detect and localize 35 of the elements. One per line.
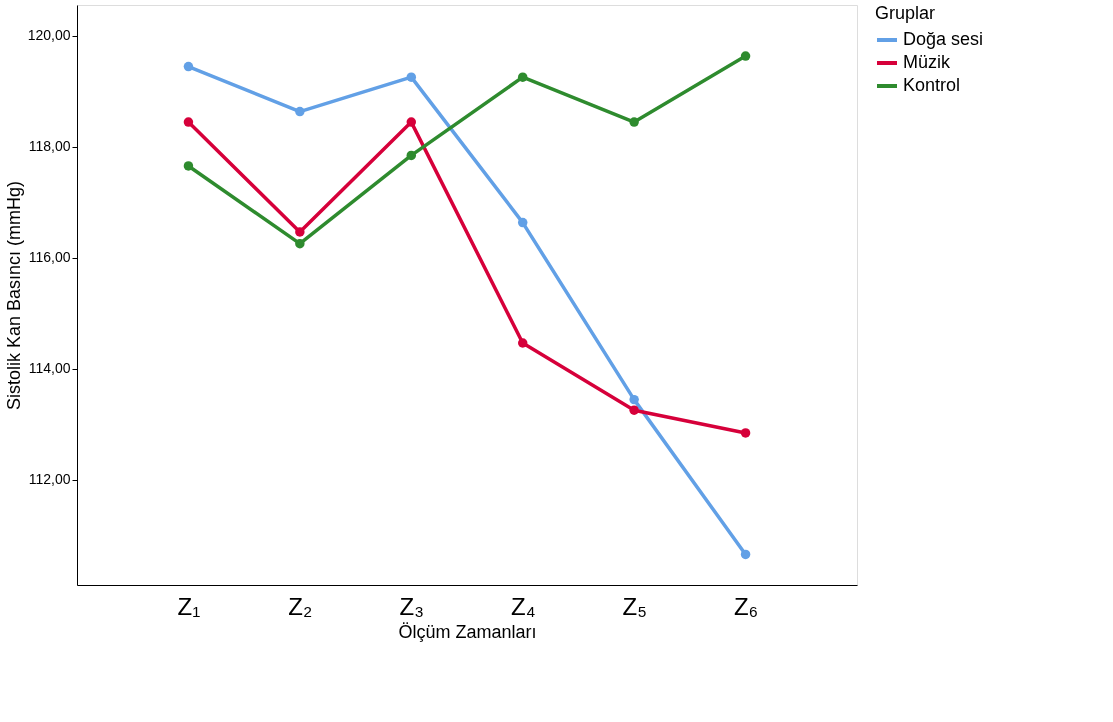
legend-label: Müzik [903, 52, 951, 72]
point [517, 217, 528, 228]
x-tick-label: Z₃ [399, 592, 424, 620]
legend-label: Doğa sesi [903, 29, 984, 49]
point [406, 117, 417, 127]
y-tick-label: 116,00 [28, 249, 71, 266]
point [295, 106, 305, 117]
point [406, 72, 417, 82]
x-tick-label: Z₆ [733, 592, 759, 620]
point [629, 394, 639, 405]
x-axis-title: Ölçüm Zamanları [398, 621, 537, 642]
point [629, 117, 639, 127]
point [740, 51, 751, 61]
point [629, 405, 639, 415]
point [183, 161, 194, 171]
point [517, 338, 528, 348]
y-tick-label: 120,00 [27, 27, 71, 44]
x-tick-label: Z₁ [177, 592, 201, 620]
point [183, 117, 194, 127]
x-tick-label: Z₅ [622, 592, 647, 620]
point [295, 227, 305, 237]
legend-label: Kontrol [903, 75, 961, 95]
y-tick-label: 114,00 [28, 360, 71, 377]
point [183, 61, 194, 72]
y-tick-label: 112,00 [28, 471, 71, 488]
point [295, 238, 305, 249]
point [406, 150, 417, 161]
x-tick-label: Z₄ [510, 592, 536, 620]
point [517, 72, 528, 82]
point [740, 549, 751, 560]
x-tick-label: Z₂ [288, 592, 313, 620]
point [740, 428, 751, 438]
legend-title: Gruplar [875, 3, 936, 23]
y-axis-title: Sistolik Kan Basıncı (mmHg) [3, 180, 24, 411]
y-tick-label: 118,00 [28, 138, 71, 155]
